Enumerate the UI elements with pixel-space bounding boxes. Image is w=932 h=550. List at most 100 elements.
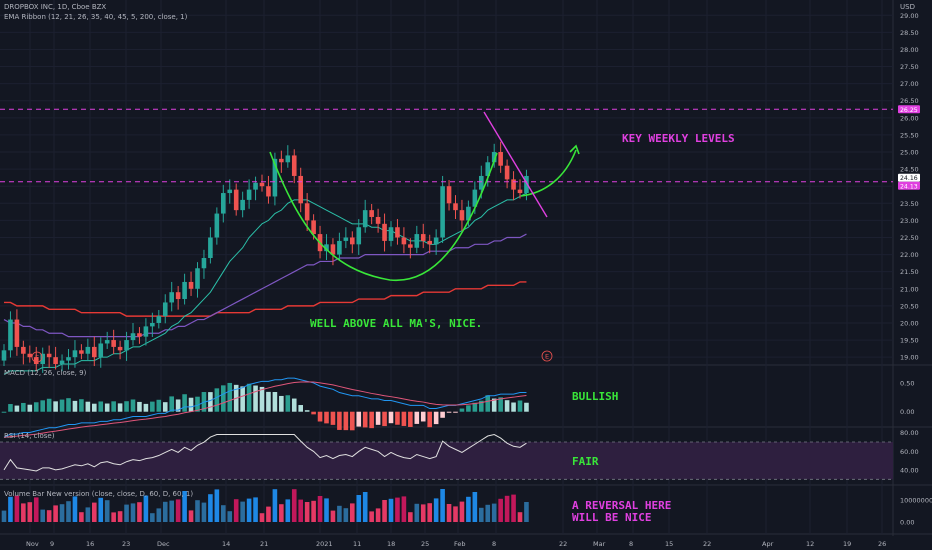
time-axis: Nov 9 16 23 Dec 14 21 2021 11 18 25 Feb 8 22 Mar 8 15 22 A… (26, 540, 886, 548)
candle-body (524, 175, 529, 194)
volume-bar (117, 511, 123, 522)
candle-body (169, 292, 174, 303)
volume-bar (240, 501, 245, 522)
volume-bar (111, 512, 116, 522)
volume-legend[interactable]: Volume Bar New version (close, close, D,… (4, 490, 194, 498)
candle-body (369, 210, 374, 217)
candle-body (143, 326, 149, 337)
volume-bar (311, 500, 316, 522)
volume-bar (433, 498, 439, 522)
price-badge (898, 181, 920, 190)
rsi-note: FAIR (572, 455, 599, 468)
candle-body (395, 227, 400, 238)
candle-body (14, 319, 20, 347)
price-tick-label: 19.00 (900, 354, 919, 362)
ma-note: WELL ABOVE ALL MA'S, NICE. (310, 317, 483, 330)
volume-bar (511, 494, 516, 522)
volume-bar (21, 503, 26, 522)
macd-histogram-bar (59, 399, 65, 412)
volume-bar (272, 489, 278, 522)
volume-tick-label: 10000000.00 (900, 497, 932, 505)
volume-bar (343, 508, 349, 522)
volume-bar (182, 491, 187, 522)
macd-signal-line (3, 381, 527, 438)
candle-body (408, 244, 413, 248)
price-tick-label: 27.50 (900, 63, 919, 71)
macd-histogram-bar (266, 391, 271, 412)
earnings-marker (31, 351, 43, 363)
volume-bar (66, 501, 71, 522)
candle-body (253, 182, 258, 190)
time-tick-label: 11 (353, 540, 361, 548)
volume-bar (453, 506, 458, 522)
macd-histogram-bar (279, 395, 284, 412)
candle-body (201, 258, 207, 269)
volume-bar (524, 502, 529, 522)
volume-bar (188, 510, 194, 522)
candle-body (208, 237, 213, 259)
rsi-band-fill (0, 442, 893, 480)
macd-histogram-bar (227, 382, 233, 412)
symbol-legend[interactable]: DROPBOX INC, 1D, Cboe BZX (4, 3, 107, 11)
candle-body (137, 333, 142, 337)
downtrend-line (483, 111, 548, 218)
macd-histogram-bar (298, 405, 303, 412)
volume-bar (498, 498, 503, 522)
volume-bar (427, 503, 432, 522)
rsi-tick-label: 40.00 (900, 467, 919, 475)
candle-body (246, 189, 252, 200)
macd-histogram-bar (195, 396, 200, 412)
volume-bar (504, 495, 510, 522)
candle-body (214, 213, 220, 238)
ema-ribbon-legend[interactable]: EMA Ribbon (12, 21, 26, 35, 40, 45, 5, 2… (4, 13, 188, 21)
macd-histogram-bar (188, 397, 194, 412)
price-tick-label: 22.50 (900, 234, 919, 242)
candle-body (130, 333, 136, 341)
candle-body (85, 346, 91, 354)
rsi-legend[interactable]: RSI (14, close) (4, 432, 55, 440)
volume-bar (46, 510, 52, 522)
earnings-marker-label: E (35, 354, 39, 362)
candle-body (479, 175, 484, 190)
macd-histogram-bar (104, 403, 110, 412)
volume-bar (130, 503, 136, 522)
time-tick-label: Mar (593, 540, 606, 548)
ema-mid-line (3, 233, 527, 338)
macd-tick-label: 0.50 (900, 380, 914, 388)
volume-bar (414, 503, 420, 522)
volume-bar (479, 507, 484, 522)
volume-bar (72, 496, 78, 522)
macd-histogram-bar (46, 398, 52, 412)
macd-histogram-bar (1, 411, 7, 413)
macd-histogram-bar (72, 400, 78, 412)
price-tick-label: 29.00 (900, 12, 919, 20)
projection-arrow (520, 149, 577, 197)
volume-bar (304, 502, 310, 522)
volume-bar (169, 500, 174, 522)
macd-histogram-bar (253, 385, 258, 412)
macd-histogram-bar (130, 399, 136, 412)
macd-legend[interactable]: MACD (12, 26, close, 9) (4, 369, 87, 377)
candle-body (362, 210, 368, 228)
rsi-tick-label: 60.00 (900, 448, 919, 456)
macd-histogram-bar (117, 403, 123, 412)
volume-bar (350, 503, 355, 522)
price-badge-label: 26.25 (900, 107, 918, 114)
reversal-note-line2: WILL BE NICE (572, 511, 652, 524)
macd-histogram-bar (362, 411, 368, 428)
candle-body (111, 340, 116, 347)
time-tick-label: 26 (878, 540, 886, 548)
price-tick-label: 23.50 (900, 200, 919, 208)
volume-bar (395, 497, 400, 522)
candle-body (433, 237, 439, 245)
volume-bar (337, 505, 342, 522)
macd-histogram-bar (311, 411, 316, 415)
candle-body (330, 244, 336, 255)
volume-bar (137, 502, 142, 522)
candle-body (485, 162, 491, 176)
macd-histogram-bar (124, 401, 129, 412)
candle-body (285, 155, 291, 163)
currency-label: USD (900, 3, 915, 11)
